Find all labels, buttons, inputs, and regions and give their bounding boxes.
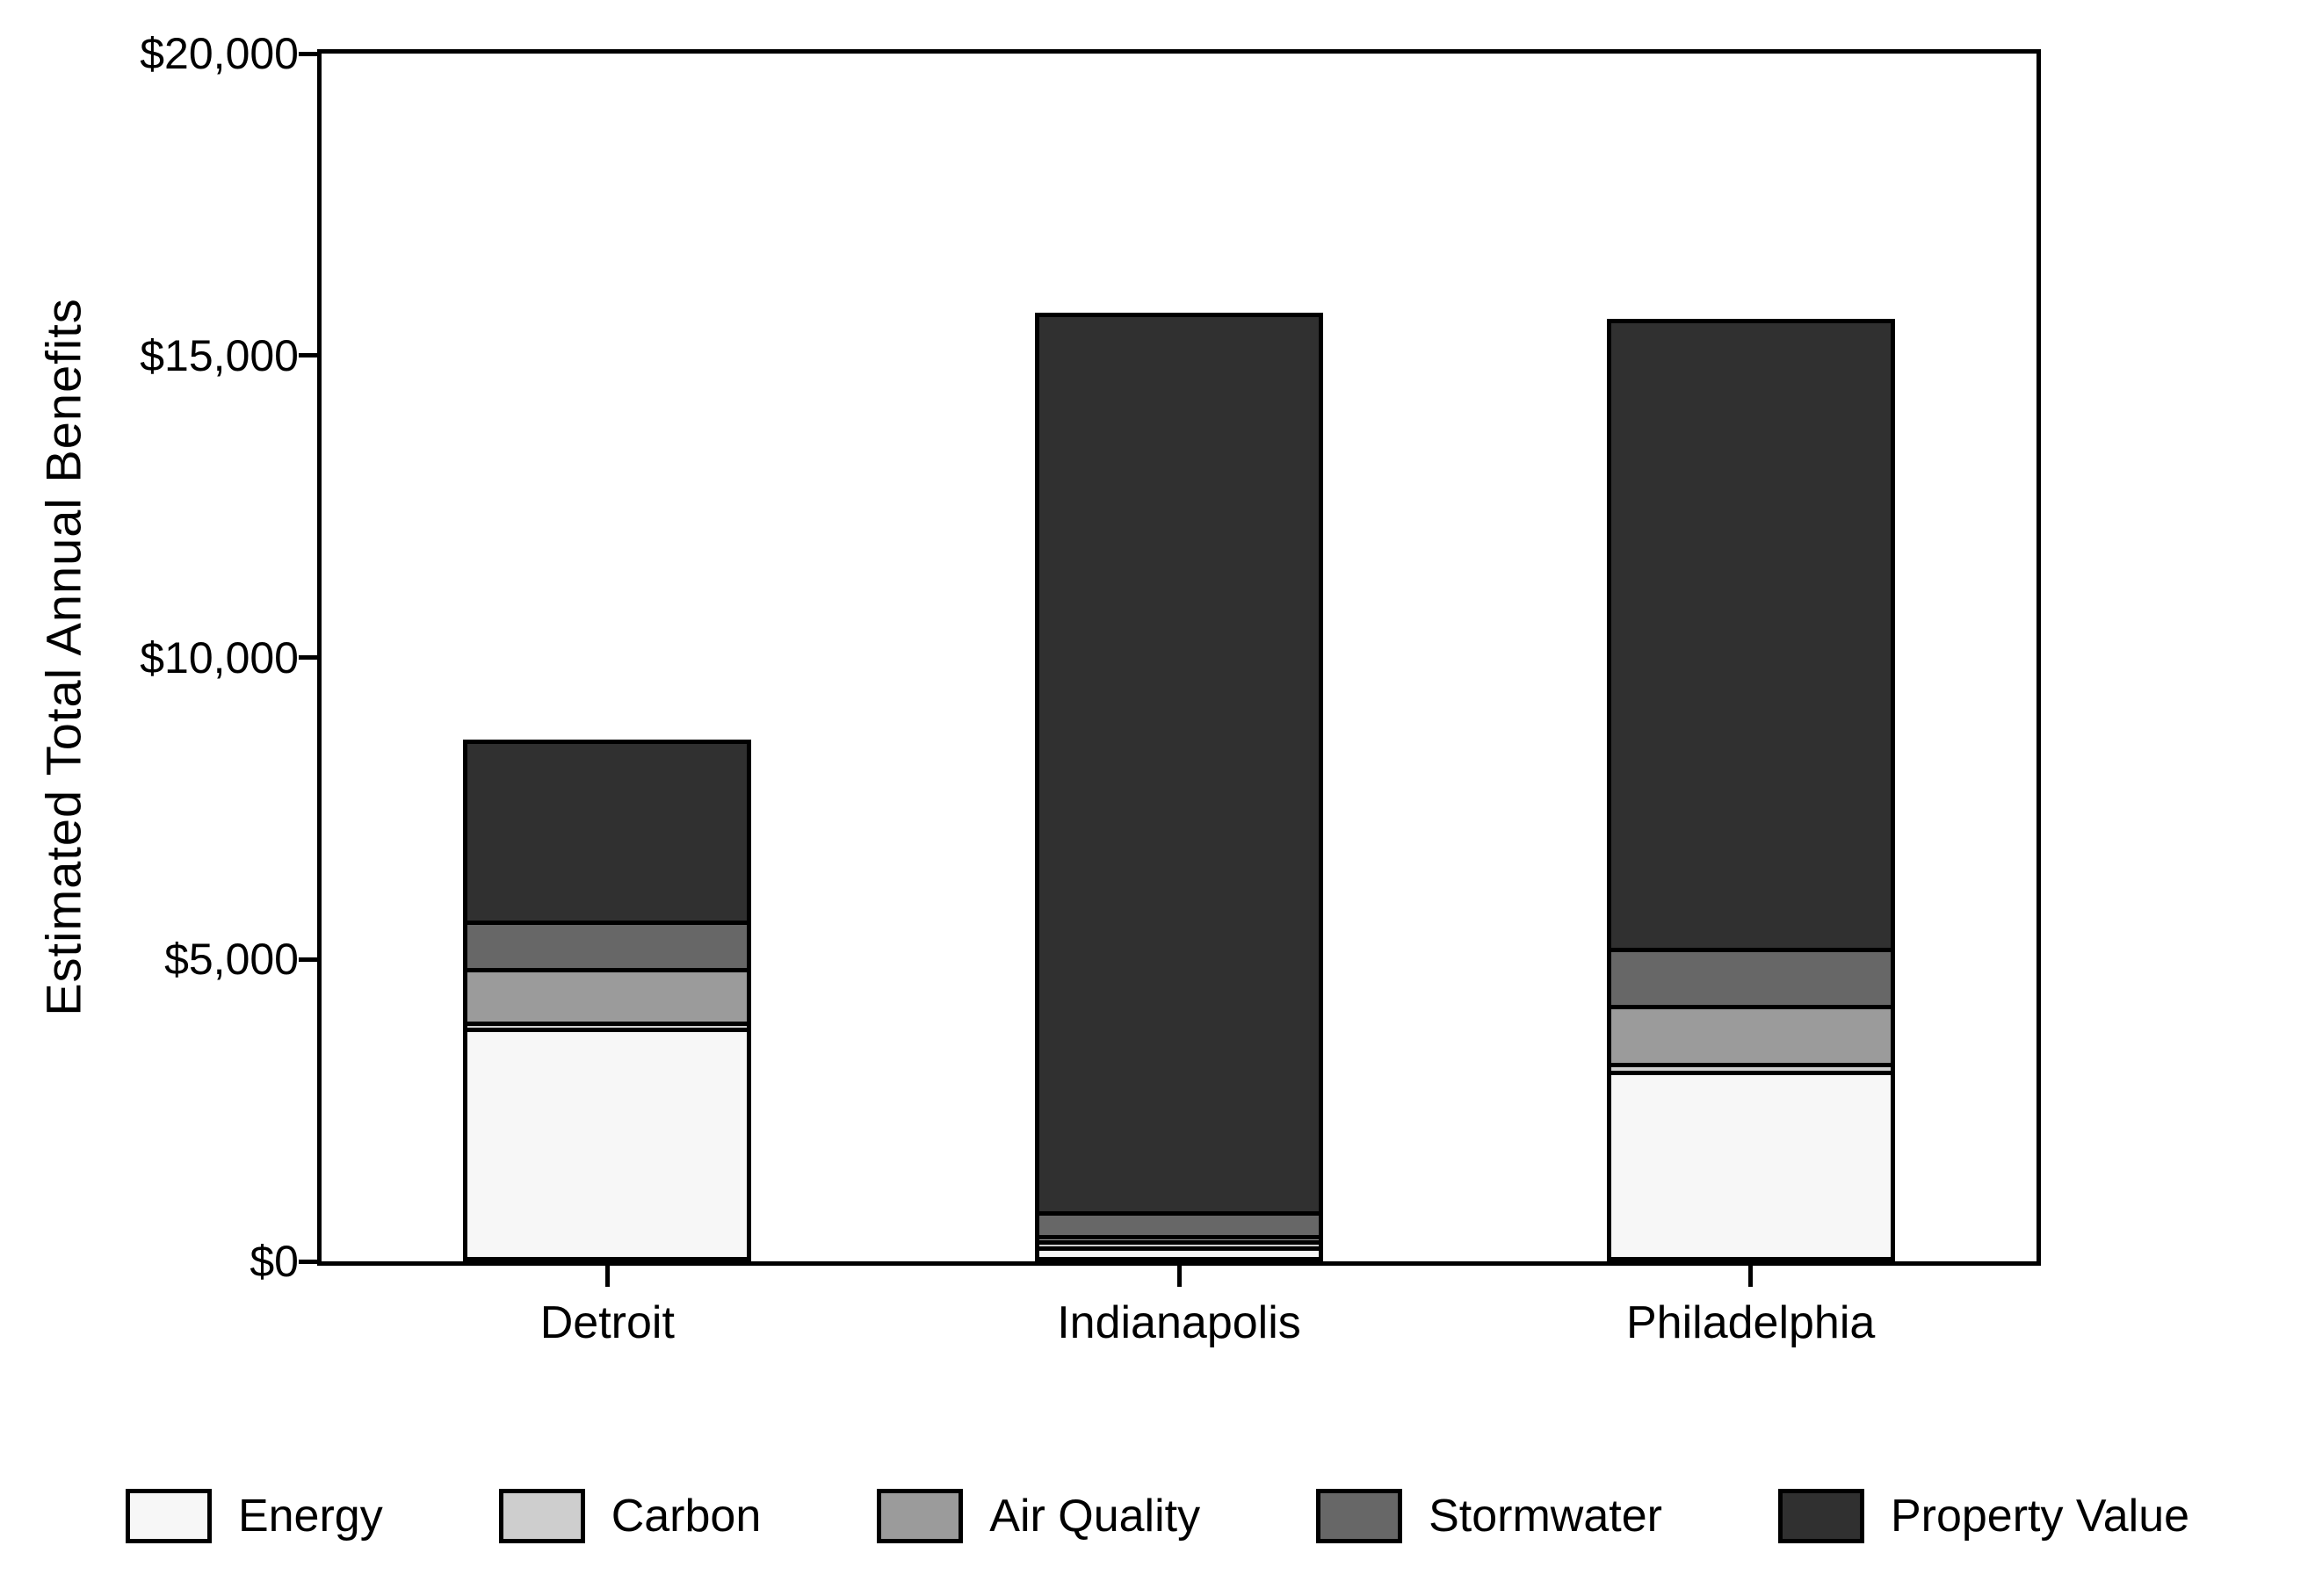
- legend-item-energy: Energy: [125, 1489, 383, 1543]
- y-tick-label: $0: [250, 1237, 299, 1286]
- x-tick-mark: [1176, 1266, 1182, 1287]
- y-tick-label: $5,000: [164, 935, 299, 985]
- segment-indianapolis-air-quality: [1039, 1234, 1319, 1241]
- segment-indianapolis-energy: [1039, 1246, 1319, 1257]
- segment-detroit-energy: [467, 1027, 748, 1257]
- segment-philadelphia-property-value: [1610, 323, 1891, 948]
- legend-swatch-stormwater: [1316, 1489, 1403, 1543]
- y-tick-label: $20,000: [140, 29, 299, 78]
- legend-swatch-air-quality: [877, 1489, 964, 1543]
- x-tick-label-philadelphia: Philadelphia: [1625, 1297, 1876, 1348]
- x-tick-mark: [1748, 1266, 1754, 1287]
- segment-detroit-air-quality: [467, 967, 748, 1022]
- segment-indianapolis-carbon: [1039, 1240, 1319, 1246]
- legend: Energy Carbon Air Quality Stormwater Propert…: [0, 1481, 2315, 1551]
- segment-indianapolis-property-value: [1039, 317, 1319, 1211]
- segment-detroit-property-value: [467, 743, 748, 921]
- y-tick-mark: [299, 353, 322, 358]
- y-tick-mark: [299, 957, 322, 962]
- legend-item-property-value: Property Value: [1777, 1489, 2190, 1543]
- y-tick-mark: [299, 655, 322, 660]
- legend-item-carbon: Carbon: [498, 1489, 762, 1543]
- legend-label: Carbon: [611, 1491, 762, 1542]
- segment-philadelphia-energy: [1610, 1071, 1891, 1257]
- x-tick-mark: [604, 1266, 610, 1287]
- bar-philadelphia: [1606, 319, 1895, 1261]
- legend-label: Energy: [237, 1491, 383, 1542]
- y-tick-mark: [299, 1259, 322, 1264]
- segment-detroit-carbon: [467, 1021, 748, 1028]
- legend-label: Stormwater: [1429, 1491, 1662, 1542]
- legend-swatch-carbon: [498, 1489, 585, 1543]
- segment-philadelphia-air-quality: [1610, 1004, 1891, 1064]
- legend-item-stormwater: Stormwater: [1316, 1489, 1662, 1543]
- segment-detroit-stormwater: [467, 921, 748, 968]
- x-tick-label-detroit: Detroit: [539, 1297, 675, 1348]
- legend-swatch-property-value: [1777, 1489, 1864, 1543]
- legend-label: Property Value: [1890, 1491, 2190, 1542]
- segment-philadelphia-stormwater: [1610, 948, 1891, 1005]
- legend-swatch-energy: [125, 1489, 212, 1543]
- plot-area: [322, 54, 2036, 1261]
- segment-philadelphia-carbon: [1610, 1063, 1891, 1072]
- legend-item-air-quality: Air Quality: [877, 1489, 1200, 1543]
- segment-indianapolis-stormwater: [1039, 1210, 1319, 1235]
- y-tick-mark: [299, 51, 322, 56]
- bar-indianapolis: [1035, 313, 1323, 1261]
- bar-detroit: [463, 739, 752, 1261]
- y-tick-label: $10,000: [140, 632, 299, 682]
- legend-label: Air Quality: [989, 1491, 1201, 1542]
- x-tick-label-indianapolis: Indianapolis: [1057, 1297, 1301, 1348]
- y-tick-label: $15,000: [140, 330, 299, 380]
